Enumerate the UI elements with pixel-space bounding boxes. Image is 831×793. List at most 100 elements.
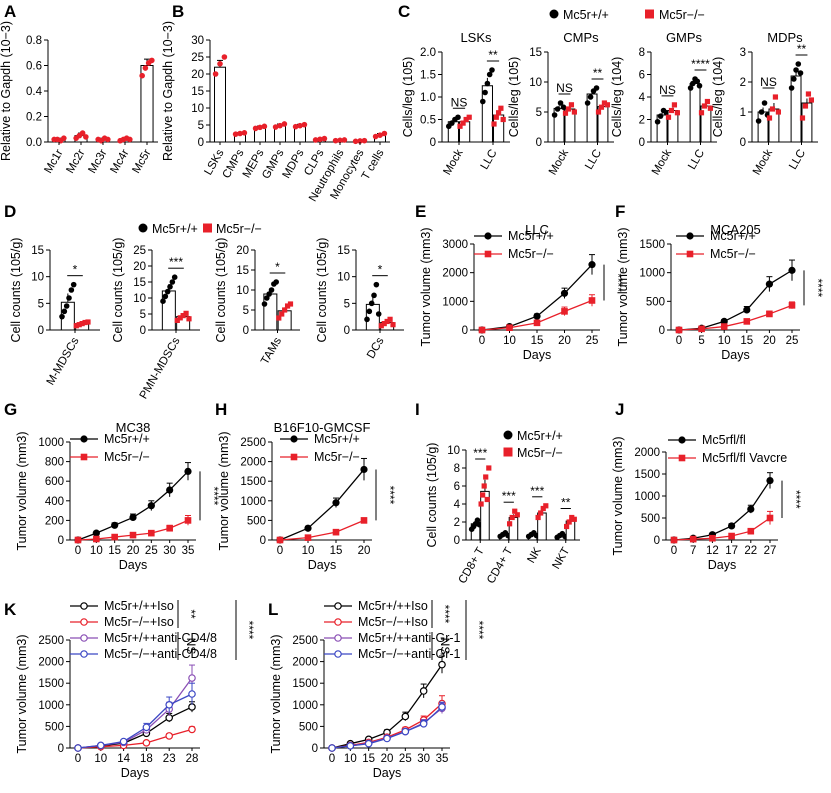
y-axis-label: Relative to Gapdh (10−3) — [0, 21, 13, 161]
data-point — [346, 742, 355, 750]
x-axis-label: Days — [708, 558, 736, 572]
y-tick-label: 2000 — [38, 657, 64, 669]
data-point — [595, 109, 602, 115]
bar — [656, 114, 668, 143]
data-point — [675, 326, 683, 334]
significance-label: **** — [383, 486, 397, 505]
x-tick-label: 10 — [344, 753, 357, 765]
series-line — [279, 469, 365, 541]
data-point — [588, 261, 596, 269]
data-point — [76, 322, 82, 328]
y-tick-label: 10 — [529, 77, 542, 89]
y-tick-label: 15 — [337, 245, 350, 257]
data-point — [142, 65, 149, 71]
y-tick-label: 600 — [45, 476, 64, 488]
x-tick-label: Mock — [751, 147, 775, 177]
data-point — [92, 529, 100, 537]
data-point — [371, 292, 377, 299]
y-tick-label: 2000 — [442, 268, 468, 280]
data-point — [68, 287, 75, 293]
data-point — [284, 303, 291, 309]
chart-J: 0 500 1000 1500 2000 Tumor volume (mm3) 0 7 12 17… — [611, 433, 803, 572]
data-point — [341, 137, 348, 143]
significance-label: *** — [530, 484, 544, 498]
data-point — [704, 98, 711, 105]
x-tick-label: 0 — [479, 335, 485, 347]
y-axis-label: Cells/leg (104) — [711, 57, 725, 138]
x-tick-label: 0 — [75, 753, 81, 765]
data-point — [183, 310, 189, 316]
data-point — [419, 687, 428, 695]
legend-marker — [484, 250, 492, 258]
y-axis-label: Tumor volume (mm3) — [611, 437, 625, 556]
chart-title: LSKs — [460, 30, 492, 45]
y-tick-label: 5 — [344, 298, 350, 310]
data-point — [82, 319, 88, 326]
y-tick-label: 500 — [45, 721, 64, 733]
y-tick-label: 20 — [133, 261, 146, 273]
data-point — [129, 531, 137, 539]
legend-marker — [678, 436, 686, 444]
y-axis-label: Tumor volume (mm3) — [15, 635, 29, 754]
data-point — [277, 122, 283, 129]
data-point — [328, 744, 336, 752]
y-axis-label: Cell counts (105/g) — [214, 238, 228, 343]
x-tick-label: 5 — [698, 335, 704, 347]
series-line — [279, 519, 365, 541]
data-point — [364, 739, 373, 748]
data-point — [217, 61, 223, 67]
y-tick-label: 0.6 — [26, 61, 42, 73]
x-tick-label: 18 — [140, 753, 153, 765]
chart-title: MDPs — [767, 30, 803, 45]
x-tick-label: LLC — [787, 148, 808, 172]
legend-label: Mc5r+/+ — [517, 429, 563, 443]
x-tick-label: 14 — [117, 753, 130, 765]
chart-title: LLC — [525, 222, 549, 237]
y-tick-label: 0 — [58, 743, 64, 755]
chart-G: 0 200 400 600 800 1000 Tumor volume (mm3) MC38 0… — [15, 420, 221, 572]
data-point — [761, 100, 768, 106]
data-point — [496, 110, 502, 116]
significance-label: **** — [438, 605, 452, 624]
series-line — [678, 304, 793, 331]
legend-marker — [334, 650, 342, 658]
x-tick-label: 12 — [706, 545, 719, 557]
data-point — [593, 85, 600, 91]
data-point — [463, 116, 469, 123]
data-point — [587, 94, 594, 100]
y-tick-label: 1500 — [292, 678, 318, 690]
data-point — [687, 85, 694, 91]
data-point — [257, 124, 263, 131]
data-point — [571, 516, 577, 522]
data-point — [480, 492, 486, 498]
y-tick-label: 0 — [430, 137, 436, 149]
data-point — [566, 519, 572, 525]
data-point — [276, 315, 282, 321]
data-point — [282, 307, 288, 313]
chart-title: MCA205 — [710, 222, 761, 237]
y-tick-label: 15 — [191, 86, 204, 98]
legend-label: Mc5r−/− — [314, 450, 360, 464]
data-point — [165, 700, 174, 709]
data-point — [671, 102, 678, 108]
y-tick-label: 1500 — [240, 476, 266, 488]
data-point — [758, 109, 765, 115]
data-point — [690, 80, 696, 87]
x-tick-label: TAMs — [259, 335, 284, 366]
data-point — [788, 85, 795, 91]
legend-marker — [678, 454, 686, 462]
y-tick-label: 3 — [740, 47, 746, 59]
data-point — [184, 467, 192, 475]
data-point — [557, 100, 564, 106]
data-point — [337, 137, 343, 144]
data-point — [142, 723, 151, 732]
y-axis-label: Cell counts (105/g) — [315, 238, 329, 343]
data-point — [698, 325, 705, 333]
legend-marker — [80, 634, 88, 642]
x-axis-label: Days — [121, 766, 149, 780]
x-tick-label: 10 — [94, 753, 107, 765]
legend-marker — [645, 9, 654, 19]
legend-marker — [203, 223, 212, 233]
